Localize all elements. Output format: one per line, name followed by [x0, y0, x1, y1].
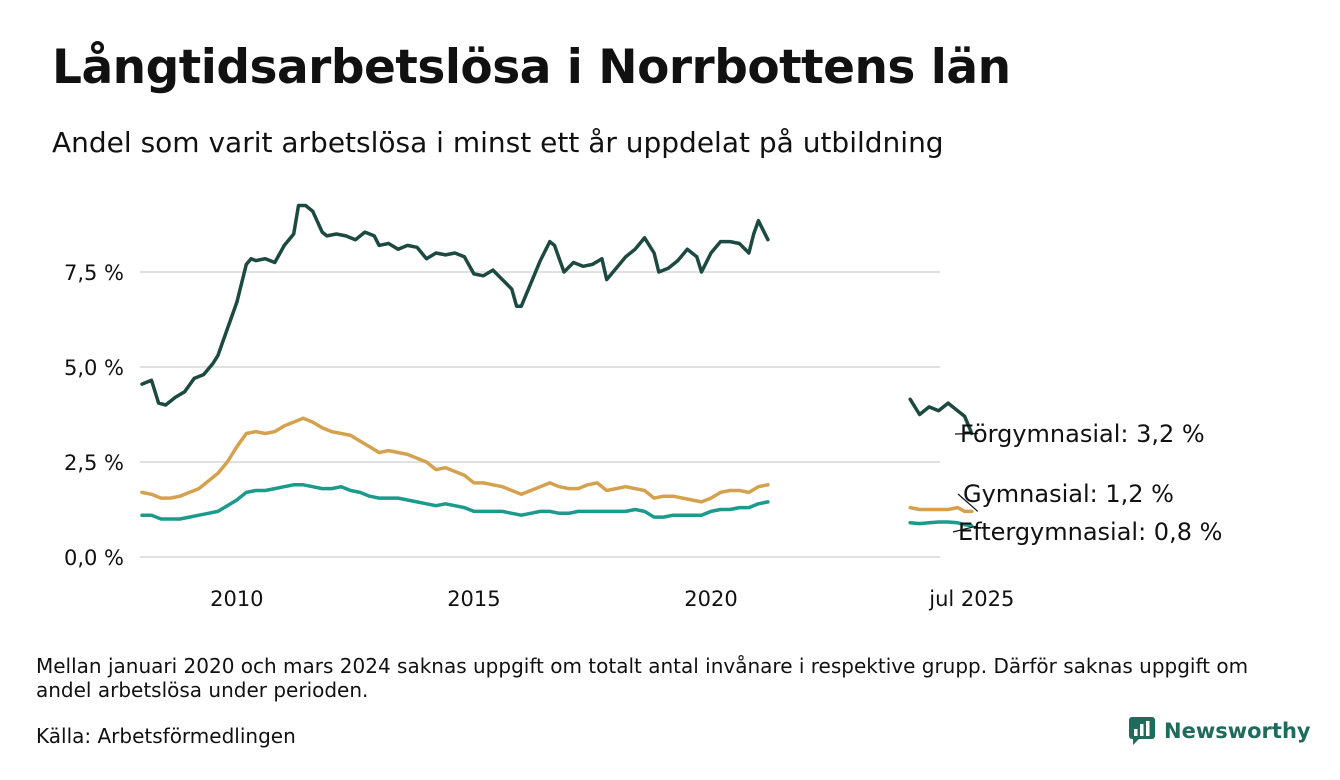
label-leader-line: [954, 432, 978, 435]
footnote: Mellan januari 2020 och mars 2024 saknas…: [36, 654, 1249, 702]
y-tick-label: 0,0 %: [64, 546, 124, 570]
series-end-label: Gymnasial: 1,2 %: [963, 480, 1174, 508]
series-line: [908, 505, 974, 514]
series-labels: Förgymnasial: 3,2 % Gymnasial: 1,2 % Efter…: [952, 420, 1222, 546]
x-tick-label: 2015: [447, 587, 500, 611]
y-axis: 0,0 % 2,5 % 5,0 % 7,5 %: [64, 261, 124, 570]
series-line: [908, 397, 974, 436]
line-chart: 0,0 % 2,5 % 5,0 % 7,5 % 2010 2015 2020 jul 202…: [64, 203, 1222, 611]
chart-title: Långtidsarbetslösa i Norrbottens län: [52, 40, 1011, 95]
x-tick-label: 2020: [684, 587, 737, 611]
series-end-label: Förgymnasial: 3,2 %: [960, 420, 1205, 448]
series-layer: [140, 203, 974, 528]
y-tick-label: 5,0 %: [64, 356, 124, 380]
y-tick-label: 7,5 %: [64, 261, 124, 285]
series-end-label: Eftergymnasial: 0,8 %: [958, 518, 1222, 546]
series-line: [140, 203, 770, 407]
y-tick-label: 2,5 %: [64, 451, 124, 475]
chart-subtitle: Andel som varit arbetslösa i minst ett å…: [52, 126, 944, 159]
x-axis: 2010 2015 2020 jul 2025: [210, 587, 1014, 611]
series-line: [140, 483, 770, 521]
label-leader-line: [957, 493, 979, 512]
label-leader-line: [952, 525, 978, 533]
grid-layer: [140, 271, 940, 558]
source-text: Källa: Arbetsförmedlingen: [36, 724, 296, 748]
brand-name: Newsworthy: [1164, 719, 1311, 743]
brand-logo[interactable]: Newsworthy: [1128, 716, 1311, 746]
series-line: [140, 416, 770, 504]
x-tick-label: 2010: [210, 587, 263, 611]
series-line: [908, 520, 974, 528]
bar-chart-logo-icon: [1129, 717, 1155, 745]
x-tick-label: jul 2025: [928, 587, 1014, 611]
